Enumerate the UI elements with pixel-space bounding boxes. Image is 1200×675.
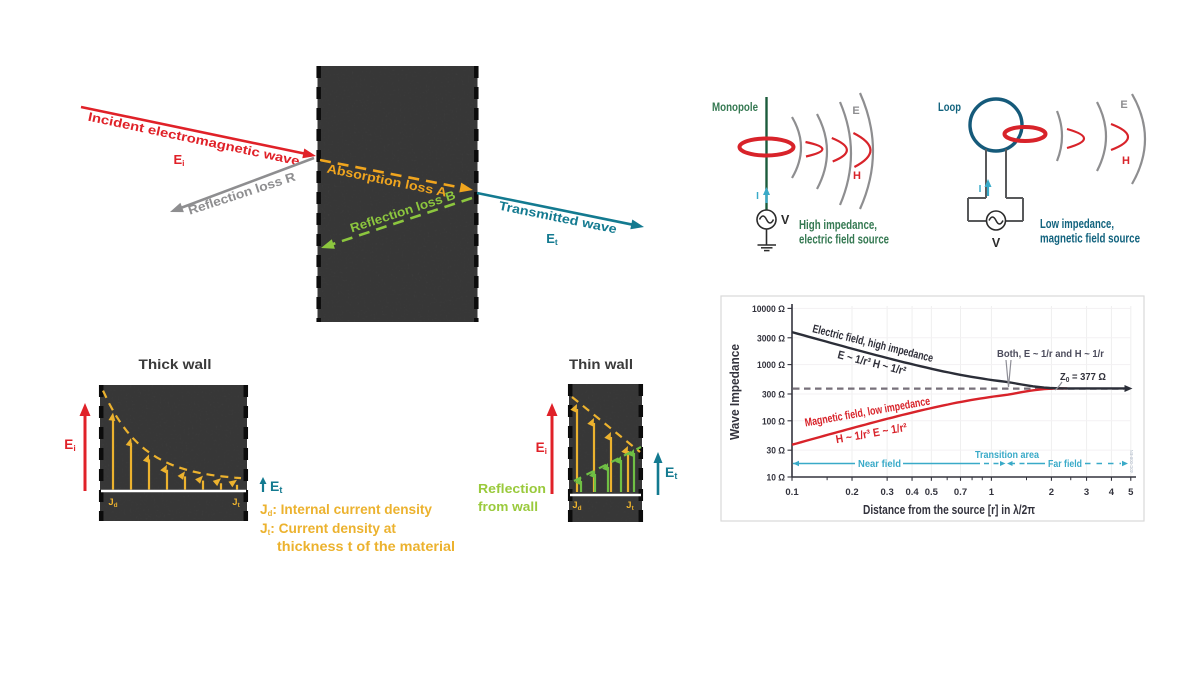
- svg-text:Thick wall: Thick wall: [139, 357, 212, 372]
- svg-text:E: E: [1120, 99, 1127, 111]
- svg-text:Transition area: Transition area: [975, 449, 1039, 461]
- svg-text:H: H: [853, 170, 861, 182]
- svg-text:0.1: 0.1: [785, 487, 799, 498]
- svg-text:Jd: Jd: [108, 497, 117, 509]
- svg-text:Loop: Loop: [938, 100, 961, 114]
- svg-text:10000 Ω: 10000 Ω: [752, 304, 785, 315]
- svg-text:5: 5: [1128, 487, 1134, 498]
- svg-text:0.5: 0.5: [925, 487, 939, 498]
- svg-text:4: 4: [1109, 487, 1115, 498]
- svg-text:Near field: Near field: [858, 458, 901, 470]
- svg-text:Ei: Ei: [64, 437, 75, 453]
- svg-text:Jt: Current density at: Jt: Current density at: [260, 520, 396, 537]
- svg-text:1: 1: [989, 487, 995, 498]
- svg-text:Et: Et: [546, 231, 558, 247]
- svg-text:Both, E ~ 1/r and H ~ 1/r: Both, E ~ 1/r and H ~ 1/r: [997, 349, 1104, 360]
- svg-text:Far field: Far field: [1048, 458, 1082, 470]
- svg-text:100 Ω: 100 Ω: [762, 416, 785, 427]
- svg-text:40C-008-EN: 40C-008-EN: [1129, 450, 1134, 473]
- svg-text:I: I: [756, 191, 759, 202]
- svg-text:0.2: 0.2: [845, 487, 858, 498]
- svg-text:Z0 = 377 Ω: Z0 = 377 Ω: [1060, 372, 1106, 384]
- svg-text:Monopole: Monopole: [712, 100, 758, 114]
- svg-text:30 Ω: 30 Ω: [767, 446, 786, 457]
- svg-text:0.3: 0.3: [881, 487, 894, 498]
- svg-text:H: H: [1122, 155, 1130, 167]
- svg-text:V: V: [992, 236, 1001, 250]
- svg-text:thickness t of the material: thickness t of the material: [277, 538, 455, 554]
- svg-text:0.4: 0.4: [905, 487, 919, 498]
- svg-text:Ei: Ei: [173, 152, 184, 168]
- svg-text:Jd: Jd: [572, 500, 581, 512]
- svg-text:300 Ω: 300 Ω: [762, 389, 785, 400]
- svg-text:Thin wall: Thin wall: [569, 357, 633, 372]
- svg-text:1000 Ω: 1000 Ω: [757, 360, 785, 371]
- svg-text:magnetic field source: magnetic field source: [1040, 231, 1140, 246]
- svg-text:High impedance,: High impedance,: [799, 217, 877, 232]
- svg-text:3: 3: [1084, 487, 1089, 498]
- svg-text:2: 2: [1049, 487, 1054, 498]
- svg-text:I: I: [979, 184, 982, 195]
- svg-text:10 Ω: 10 Ω: [767, 473, 786, 484]
- svg-text:V: V: [781, 213, 790, 227]
- svg-text:Ei: Ei: [536, 440, 547, 456]
- svg-text:Jd: Internal current density: Jd: Internal current density: [260, 501, 432, 518]
- svg-text:0.7: 0.7: [954, 487, 967, 498]
- svg-text:E: E: [852, 105, 859, 117]
- svg-text:Et: Et: [270, 478, 282, 495]
- svg-text:Reflection: Reflection: [478, 481, 546, 496]
- svg-text:Low impedance,: Low impedance,: [1040, 216, 1114, 231]
- svg-text:Jt: Jt: [232, 497, 240, 509]
- svg-text:Wave Impedance: Wave Impedance: [727, 344, 742, 440]
- svg-text:electric field source: electric field source: [799, 232, 889, 247]
- svg-text:Jt: Jt: [626, 500, 634, 512]
- svg-text:from wall: from wall: [478, 499, 538, 514]
- svg-text:3000 Ω: 3000 Ω: [757, 333, 785, 344]
- svg-text:Et: Et: [665, 464, 677, 481]
- svg-text:Distance from the source [r] i: Distance from the source [r] in λ/2π: [863, 503, 1035, 517]
